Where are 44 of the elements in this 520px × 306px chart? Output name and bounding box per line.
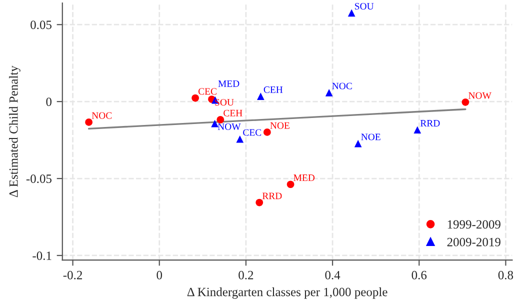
point	[211, 120, 218, 128]
data-label: NOE	[270, 122, 290, 129]
y-tick-label: -0.1	[32, 252, 52, 260]
point	[236, 135, 244, 143]
point	[257, 92, 264, 100]
data-label: RRD	[262, 192, 282, 200]
x-tick-label: 0	[156, 270, 162, 280]
legend-label: 1999-2009	[448, 220, 500, 229]
data-label: MED	[218, 80, 240, 87]
data-label: SOU	[215, 99, 234, 106]
point	[348, 9, 356, 17]
point	[286, 180, 294, 188]
data-label: NOW	[468, 92, 492, 99]
legend-label: 2009-2019	[447, 238, 500, 246]
data-label: NOW	[218, 123, 241, 130]
point	[462, 98, 470, 106]
y-tick-label: 0.05	[30, 20, 52, 30]
data-label: NOC	[92, 112, 112, 119]
data-label: CEC	[198, 88, 216, 95]
data-label: CEC	[243, 129, 262, 136]
data-label: NOC	[332, 82, 352, 90]
x-axis-title: Δ Kindergarten classes per 1,000 people	[187, 287, 388, 299]
point	[263, 128, 271, 136]
x-tick-label: 0.2	[238, 270, 254, 280]
data-label: MED	[294, 174, 315, 181]
data-label: CEH	[264, 86, 283, 93]
data-label: SOU	[355, 3, 374, 10]
x-tick-label: -0.2	[63, 270, 82, 280]
x-tick-label: 0.6	[412, 270, 427, 280]
point	[354, 140, 362, 148]
point	[256, 198, 264, 206]
y-tick-label: 0	[46, 98, 52, 106]
point	[85, 118, 92, 126]
data-label: RRD	[420, 120, 440, 126]
y-axis-title: Δ Estimated Child Penalty	[9, 66, 20, 198]
point	[325, 88, 333, 96]
y-tick-label: -0.05	[26, 174, 52, 184]
data-label: NOE	[361, 134, 380, 140]
point	[216, 116, 224, 124]
x-tick-label: 0.4	[325, 270, 340, 280]
point	[414, 126, 422, 134]
point	[192, 94, 199, 102]
x-tick-label: 0.8	[498, 270, 514, 280]
data-label: CEH	[224, 110, 242, 116]
